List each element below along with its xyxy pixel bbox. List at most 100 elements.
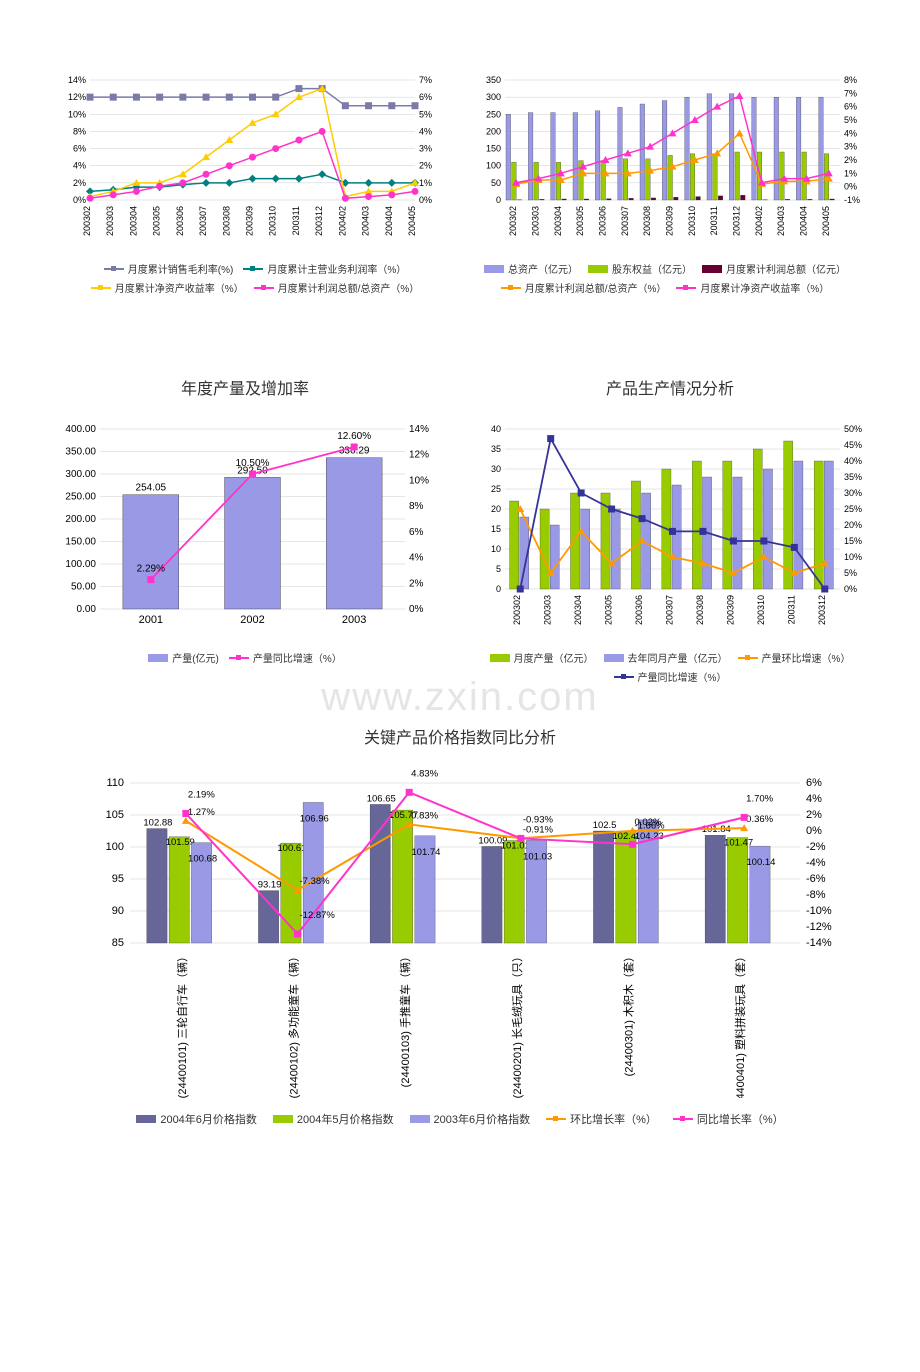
svg-text:-14%: -14% <box>806 937 832 949</box>
svg-text:-4%: -4% <box>806 857 826 869</box>
svg-text:50: 50 <box>491 178 501 188</box>
svg-text:30: 30 <box>491 464 501 474</box>
svg-text:30%: 30% <box>844 488 862 498</box>
svg-text:200.00: 200.00 <box>65 514 96 525</box>
svg-text:400.00: 400.00 <box>65 424 96 435</box>
svg-text:150: 150 <box>486 144 501 154</box>
svg-text:10%: 10% <box>409 475 429 486</box>
svg-text:10%: 10% <box>844 552 862 562</box>
svg-text:8%: 8% <box>844 75 857 85</box>
chart2-legend: 总资产（亿元） 股东权益（亿元） 月度累计利润总额（亿元） 月度累计利润总额/总… <box>465 261 865 295</box>
svg-text:105: 105 <box>106 809 124 821</box>
svg-text:2%: 2% <box>419 161 432 171</box>
svg-text:15%: 15% <box>844 536 862 546</box>
svg-text:0%: 0% <box>419 195 432 205</box>
svg-text:101.01: 101.01 <box>501 841 530 852</box>
svg-text:6%: 6% <box>73 144 86 154</box>
svg-text:4%: 4% <box>409 553 424 564</box>
svg-text:5%: 5% <box>419 109 432 119</box>
svg-text:(24400102) 多功能童车（辆）: (24400102) 多功能童车（辆） <box>287 951 301 1098</box>
svg-text:200309: 200309 <box>245 206 255 236</box>
svg-text:2.19%: 2.19% <box>188 789 215 800</box>
svg-text:200303: 200303 <box>531 206 541 236</box>
chart3-legend: 产量(亿元) 产量同比增速（%） <box>45 650 445 665</box>
svg-text:7%: 7% <box>419 75 432 85</box>
svg-text:4%: 4% <box>806 793 822 805</box>
svg-text:50.00: 50.00 <box>71 582 96 593</box>
chart1: 0%2%4%6%8%10%12%14%0%1%2%3%4%5%6%7%20030… <box>45 70 465 295</box>
svg-text:4.83%: 4.83% <box>411 768 438 779</box>
svg-text:2%: 2% <box>73 178 86 188</box>
svg-text:200308: 200308 <box>642 206 652 236</box>
svg-text:25%: 25% <box>844 504 862 514</box>
svg-text:0: 0 <box>496 195 501 205</box>
chart4-legend: 月度产量（亿元） 去年同月产量（亿元） 产量环比增速（%） 产量同比增速（%） <box>465 650 875 684</box>
svg-text:200308: 200308 <box>695 595 705 625</box>
svg-text:102.88: 102.88 <box>143 818 172 829</box>
svg-text:3%: 3% <box>844 142 857 152</box>
svg-text:200310: 200310 <box>268 206 278 236</box>
svg-text:(24400201) 长毛绒玩具（只）: (24400201) 长毛绒玩具（只） <box>511 951 524 1098</box>
svg-text:200405: 200405 <box>821 206 831 236</box>
svg-text:200402: 200402 <box>754 206 764 236</box>
svg-text:-0.91%: -0.91% <box>523 824 554 835</box>
svg-text:0.83%: 0.83% <box>411 810 438 821</box>
svg-text:250.00: 250.00 <box>65 492 96 503</box>
svg-text:6%: 6% <box>844 102 857 112</box>
svg-text:100.61: 100.61 <box>277 843 306 854</box>
svg-text:200304: 200304 <box>553 206 563 236</box>
svg-text:40%: 40% <box>844 456 862 466</box>
svg-text:3%: 3% <box>419 144 432 154</box>
svg-text:40: 40 <box>491 424 501 434</box>
svg-text:200312: 200312 <box>817 595 827 625</box>
svg-text:200307: 200307 <box>620 206 630 236</box>
svg-text:2%: 2% <box>806 809 822 821</box>
svg-text:350: 350 <box>486 75 501 85</box>
svg-text:8%: 8% <box>73 126 86 136</box>
chart4: 产品生产情况分析 05101520253035400%5%10%15%20%25… <box>465 375 875 684</box>
svg-text:15: 15 <box>491 524 501 534</box>
svg-text:200304: 200304 <box>128 206 138 236</box>
svg-text:200404: 200404 <box>384 206 394 236</box>
svg-text:254.05: 254.05 <box>136 483 167 494</box>
svg-text:200309: 200309 <box>725 595 735 625</box>
svg-text:0.00: 0.00 <box>77 604 97 615</box>
svg-text:350.00: 350.00 <box>65 447 96 458</box>
svg-text:200306: 200306 <box>175 206 185 236</box>
svg-text:0.36%: 0.36% <box>746 814 773 825</box>
svg-text:200305: 200305 <box>575 206 585 236</box>
svg-text:102.5: 102.5 <box>593 820 617 831</box>
chart5-title: 关键产品价格指数同比分析 <box>80 724 840 748</box>
svg-text:35: 35 <box>491 444 501 454</box>
svg-text:0%: 0% <box>409 604 424 615</box>
svg-text:2%: 2% <box>844 155 857 165</box>
svg-text:200405: 200405 <box>407 206 417 236</box>
svg-text:8%: 8% <box>409 501 424 512</box>
svg-text:100.00: 100.00 <box>65 559 96 570</box>
svg-text:2.29%: 2.29% <box>137 564 165 575</box>
svg-text:(24400103) 手推童车（辆）: (24400103) 手推童车（辆） <box>398 951 412 1087</box>
chart3-title: 年度产量及增加率 <box>45 375 445 399</box>
chart5: 859095100105110-14%-12%-10%-8%-6%-4%-2%0… <box>80 768 840 1127</box>
svg-text:200305: 200305 <box>152 206 162 236</box>
svg-text:200302: 200302 <box>82 206 92 236</box>
svg-text:14%: 14% <box>68 75 86 85</box>
svg-text:5%: 5% <box>844 115 857 125</box>
svg-text:200309: 200309 <box>665 206 675 236</box>
svg-text:4%: 4% <box>73 161 86 171</box>
svg-text:200302: 200302 <box>512 595 522 625</box>
chart3: 年度产量及增加率 0.00 50.00 100.00 150.00 200.00 250.… <box>45 375 445 684</box>
chart4-title: 产品生产情况分析 <box>465 375 875 399</box>
svg-text:106.65: 106.65 <box>367 793 396 804</box>
svg-text:200310: 200310 <box>687 206 697 236</box>
svg-text:7%: 7% <box>844 88 857 98</box>
svg-text:101.59: 101.59 <box>166 837 195 848</box>
svg-text:6%: 6% <box>806 777 822 789</box>
svg-text:1.70%: 1.70% <box>746 793 773 804</box>
svg-text:6%: 6% <box>419 92 432 102</box>
svg-text:150.00: 150.00 <box>65 537 96 548</box>
svg-text:1%: 1% <box>844 168 857 178</box>
svg-text:4%: 4% <box>419 126 432 136</box>
svg-text:0%: 0% <box>806 825 822 837</box>
svg-text:5%: 5% <box>844 568 857 578</box>
